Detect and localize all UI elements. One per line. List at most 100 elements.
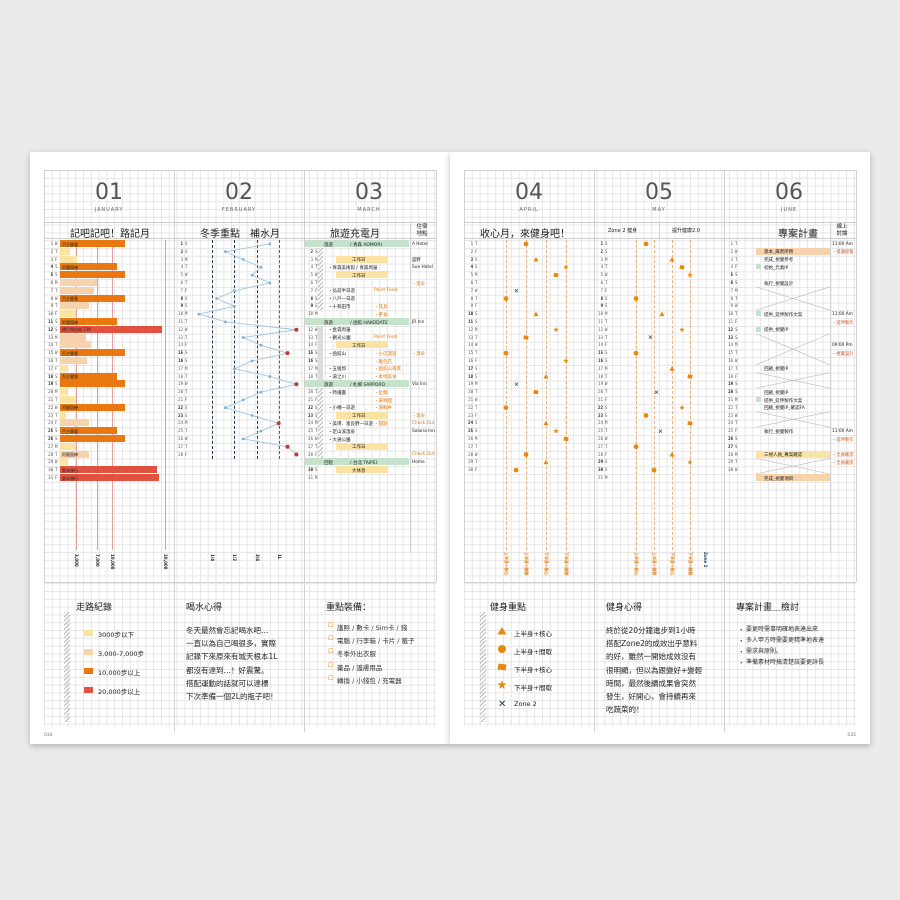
bar-label: 夏年旅行 [62,475,78,481]
plan-note: ・小店漫遊 [374,351,397,357]
circle-icon [523,241,529,247]
day-letter: T [475,404,478,410]
workday-label: 工作日 [352,414,366,420]
day-number: 2 [50,248,53,254]
day-letter: S [605,350,608,356]
day-letter: W [55,295,58,301]
day-number: 26 [308,436,313,441]
triangle-icon [669,452,675,457]
checkbox-icon: ☐ [328,648,334,656]
day-letter: S [605,295,608,301]
day-letter: F [605,451,608,457]
circle-icon [633,296,639,301]
legend-swatch [84,630,93,636]
day-number: 6 [50,280,53,285]
parallelogram-icon [533,389,539,395]
day-letter: F [475,467,478,473]
plan-item: ・弘前半日遊 [328,289,355,295]
month-title: 專案計畫 [778,229,818,240]
day-letter: W [315,272,318,278]
column-divider [464,170,465,582]
day-number: 5 [310,272,313,278]
day-letter: M [735,342,738,348]
day-number: 7 [310,287,313,293]
meeting-header: 線上 討論 [836,224,848,237]
bar-label: 阿健国練 [62,264,78,270]
header-rule [44,222,436,223]
day-number: 24 [48,420,53,426]
empty-cross [755,286,831,311]
day-number: 20 [728,389,733,395]
day-letter: S [475,428,478,434]
bar [60,427,118,435]
task-label: 執行_視覺設計 [764,281,794,287]
day-letter: W [475,451,478,457]
day-number: 7 [470,287,473,293]
day-number: 23 [598,412,603,418]
day-number: 21 [598,397,603,402]
day-letter: F [185,451,188,457]
day-number: 28 [728,451,733,457]
day-number: 21 [178,397,183,402]
lodging-entry: ・溫泉 [412,351,425,357]
circle-icon [513,467,519,473]
day-number: 23 [468,412,473,418]
day-letter: S [185,303,188,309]
task-label: 提供_視覺IP [764,328,789,334]
day-number: 22 [48,404,53,410]
day-number: 15 [308,350,313,356]
exercise-axis [654,240,656,550]
plan-note: ・湯咖哩 [374,398,392,404]
month-number: 03 [355,180,383,205]
day-number: 10 [468,311,473,317]
month-number: 06 [775,180,803,205]
plan-note: ・茶食 [374,312,388,318]
water-point [294,452,299,457]
day-letter: T [735,350,738,356]
day-number: 30 [728,467,733,473]
lodging-entry: Check Out [412,420,435,426]
page-number: 035 [847,733,856,738]
day-letter: M [185,256,188,262]
legend-label: 10,000步以上 [98,669,141,677]
meeting-entry: ・視覺設計 [832,351,854,357]
water-point [250,359,254,363]
star-icon [687,272,693,278]
workday-label: 大休息 [352,468,366,474]
day-number: 5 [180,272,183,278]
day-letter: T [55,358,58,363]
day-number: 8 [180,295,183,301]
pack-item: 冬季外出衣服 [337,650,376,659]
checkbox-icon: ☐ [328,635,334,643]
day-letter: T [185,319,188,324]
day-number: 21 [468,397,473,402]
day-number: 17 [598,365,603,371]
day-number: 6 [600,280,603,285]
plan-item: ・美瑛．富良野一日遊 [328,421,373,427]
parallelogram-icon [553,272,559,278]
day-letter: M [605,311,608,317]
day-number: 15 [48,350,53,356]
day-letter: T [55,342,58,348]
day-letter: F [55,311,58,317]
day-letter: S [475,264,478,270]
day-letter: M [315,365,318,371]
day-letter: F [735,264,738,270]
day-number: 15 [468,350,473,356]
lodging-entry: ・溫泉 [412,414,425,420]
day-number: 8 [730,295,733,301]
day-letter: S [605,404,608,410]
water-point [294,327,299,332]
plan-note: ・麵包店 [374,359,392,365]
day-letter: T [735,256,738,262]
day-letter: S [735,443,738,449]
day-number: 27 [598,443,603,449]
day-letter: T [735,459,738,465]
day-letter: T [605,373,608,379]
bar [60,247,71,255]
bar-label: 阿健国練 [62,452,78,458]
column-divider [304,170,305,582]
day-number: 14 [308,342,313,348]
column-divider [304,582,305,732]
bar [60,403,126,411]
